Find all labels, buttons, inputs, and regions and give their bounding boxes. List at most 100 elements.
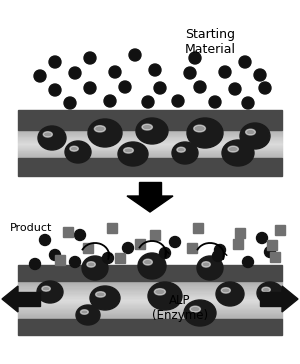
Bar — [18, 296, 282, 297]
Ellipse shape — [194, 125, 206, 132]
Bar — [18, 131, 282, 132]
Bar — [18, 142, 282, 143]
Bar — [18, 292, 40, 306]
Bar — [18, 145, 282, 146]
Circle shape — [142, 96, 154, 108]
Circle shape — [259, 82, 271, 94]
Circle shape — [119, 81, 131, 93]
Bar — [18, 135, 282, 136]
Circle shape — [129, 49, 141, 61]
Bar — [18, 133, 282, 134]
Bar — [18, 285, 282, 286]
Circle shape — [64, 97, 76, 109]
Ellipse shape — [94, 126, 105, 132]
Ellipse shape — [43, 132, 52, 137]
Bar — [18, 134, 282, 135]
Bar — [18, 299, 282, 300]
Bar — [267, 240, 277, 250]
Bar — [18, 300, 282, 301]
Ellipse shape — [124, 148, 134, 153]
Polygon shape — [127, 196, 173, 212]
Bar — [18, 136, 282, 138]
Bar — [18, 318, 282, 319]
Bar — [18, 143, 282, 144]
Ellipse shape — [184, 300, 216, 326]
Circle shape — [104, 95, 116, 107]
Circle shape — [40, 234, 50, 245]
Bar — [235, 228, 245, 238]
Circle shape — [242, 97, 254, 109]
Bar — [63, 227, 73, 237]
Bar — [18, 314, 282, 315]
Ellipse shape — [240, 123, 270, 149]
Ellipse shape — [202, 262, 210, 267]
Bar — [115, 253, 125, 263]
Ellipse shape — [154, 289, 165, 295]
Bar — [270, 252, 280, 262]
Ellipse shape — [87, 262, 95, 267]
Bar — [18, 291, 282, 292]
Bar — [18, 309, 282, 310]
Bar — [18, 148, 282, 149]
Circle shape — [214, 245, 226, 256]
Ellipse shape — [257, 282, 283, 304]
Text: Starting
Material: Starting Material — [184, 28, 236, 56]
Circle shape — [212, 250, 224, 261]
Bar — [18, 132, 282, 133]
Bar — [139, 182, 161, 196]
Bar — [18, 319, 282, 335]
Circle shape — [189, 52, 201, 64]
Bar — [107, 223, 117, 233]
Bar — [18, 284, 282, 285]
Circle shape — [84, 82, 96, 94]
Bar — [18, 305, 282, 306]
Bar — [83, 243, 93, 253]
Bar — [18, 313, 282, 314]
Ellipse shape — [136, 118, 168, 144]
Ellipse shape — [197, 256, 223, 280]
Ellipse shape — [38, 126, 66, 150]
Bar — [18, 302, 282, 304]
Bar — [18, 144, 282, 145]
Ellipse shape — [80, 310, 88, 314]
Ellipse shape — [142, 124, 152, 130]
Circle shape — [265, 246, 275, 257]
Text: ALP
(Enzyme): ALP (Enzyme) — [152, 294, 208, 322]
Ellipse shape — [70, 146, 78, 151]
Ellipse shape — [262, 287, 270, 292]
Circle shape — [184, 67, 196, 79]
Circle shape — [70, 257, 80, 268]
Bar — [18, 156, 282, 157]
Bar — [187, 243, 197, 253]
Circle shape — [209, 96, 221, 108]
Circle shape — [229, 83, 241, 95]
Polygon shape — [2, 286, 18, 312]
Bar — [193, 223, 203, 233]
Bar — [18, 304, 282, 305]
Bar — [18, 141, 282, 142]
Bar — [18, 316, 282, 318]
Circle shape — [172, 95, 184, 107]
Circle shape — [49, 56, 61, 68]
Ellipse shape — [138, 253, 166, 279]
Bar — [18, 282, 282, 284]
Bar — [18, 295, 282, 296]
Ellipse shape — [42, 286, 50, 291]
Bar — [18, 146, 282, 147]
Circle shape — [74, 229, 86, 241]
Bar — [18, 154, 282, 155]
Bar — [18, 265, 282, 281]
Ellipse shape — [246, 129, 255, 135]
Circle shape — [154, 82, 166, 94]
Circle shape — [69, 67, 81, 79]
Bar — [18, 297, 282, 299]
Ellipse shape — [88, 119, 122, 147]
Ellipse shape — [216, 282, 244, 306]
Circle shape — [219, 66, 231, 78]
Ellipse shape — [96, 292, 105, 297]
Bar — [18, 292, 282, 294]
Bar — [18, 315, 282, 316]
Circle shape — [103, 253, 113, 264]
Bar — [18, 158, 282, 176]
Bar — [18, 289, 282, 290]
